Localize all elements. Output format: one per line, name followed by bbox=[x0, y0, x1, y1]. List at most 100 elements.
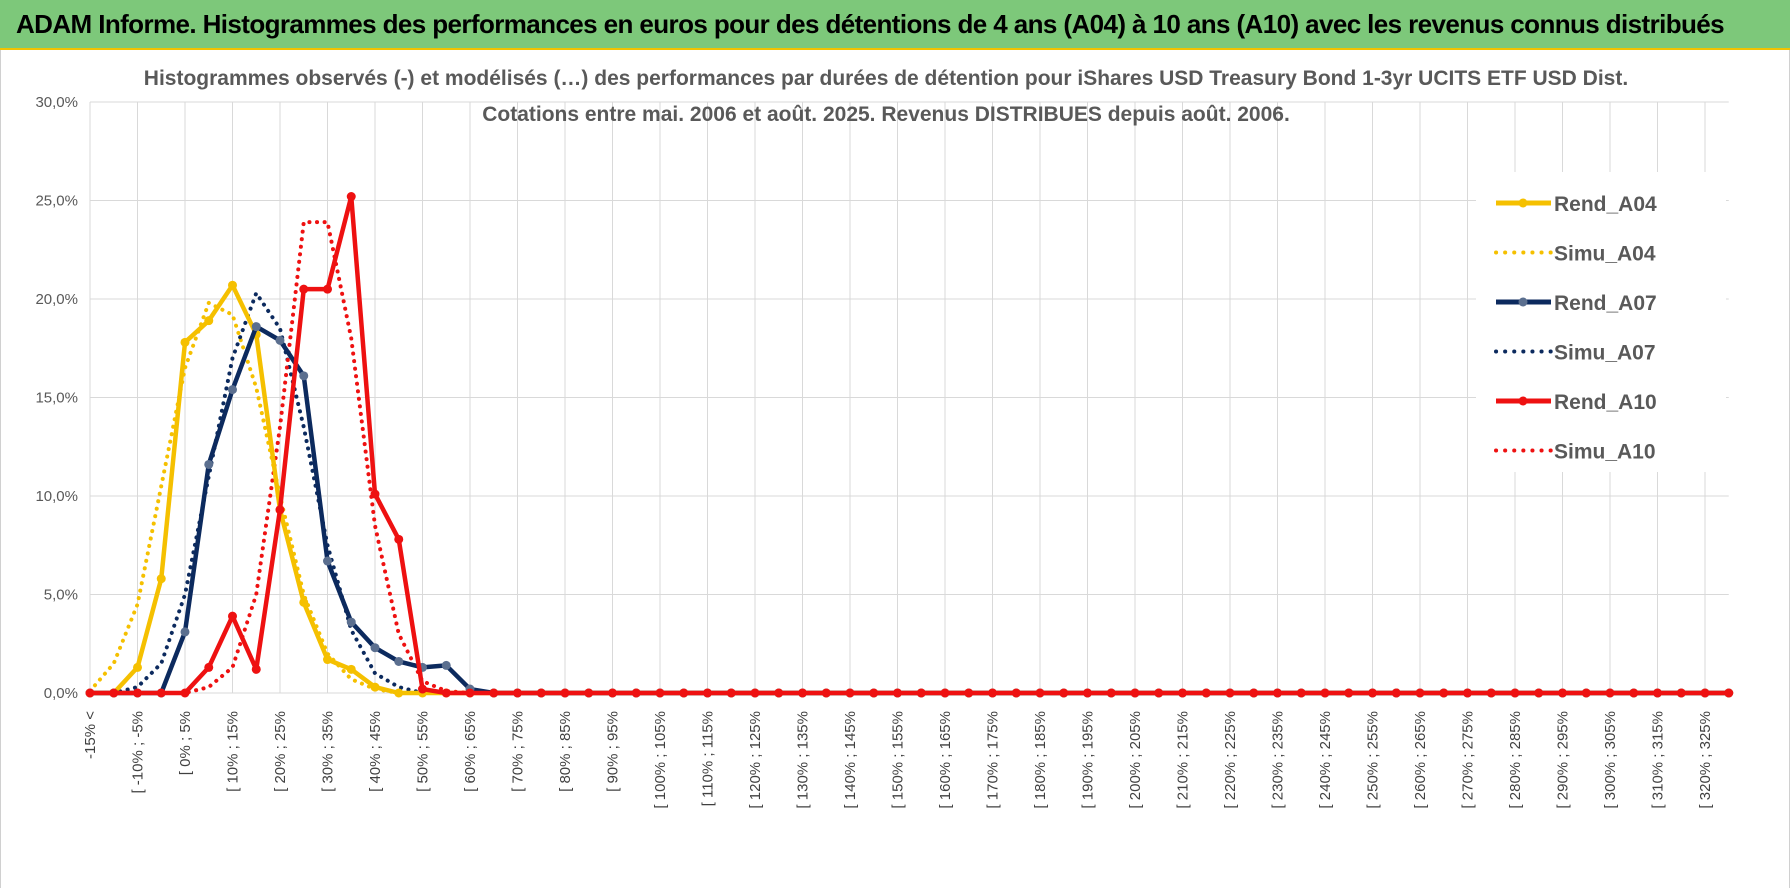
data-point-rend-a10 bbox=[916, 688, 926, 698]
x-tick-label: [ 20% ; 25% bbox=[272, 711, 289, 792]
legend-label-rend-a07: Rend_A07 bbox=[1554, 292, 1657, 315]
data-point-rend-a10 bbox=[204, 662, 214, 672]
x-tick-label: [ 260% ; 265% bbox=[1412, 711, 1429, 809]
data-point-rend-a10 bbox=[441, 688, 451, 698]
data-point-rend-a10 bbox=[679, 688, 689, 698]
data-point-rend-a10 bbox=[1344, 688, 1354, 698]
data-point-rend-a10 bbox=[584, 688, 594, 698]
chart-title-line-1: Histogrammes observés (-) et modélisés (… bbox=[144, 67, 1628, 90]
data-point-rend-a10 bbox=[940, 688, 950, 698]
x-tick-label: [ 290% ; 295% bbox=[1555, 711, 1572, 809]
y-tick-label: 5,0% bbox=[44, 587, 78, 604]
data-point-rend-a07 bbox=[346, 617, 356, 627]
data-point-rend-a10 bbox=[156, 688, 166, 698]
x-tick-label: [ 70% ; 75% bbox=[510, 711, 527, 792]
data-point-rend-a10 bbox=[1201, 688, 1211, 698]
data-point-rend-a10 bbox=[1605, 688, 1615, 698]
x-tick-label: [ 220% ; 225% bbox=[1222, 711, 1239, 809]
data-point-rend-a10 bbox=[180, 688, 190, 698]
y-tick-label: 15,0% bbox=[35, 390, 78, 407]
x-tick-label: [ 30% ; 35% bbox=[320, 711, 337, 792]
x-tick-label: [ -10% ; -5% bbox=[130, 711, 147, 794]
data-point-rend-a10 bbox=[1225, 688, 1235, 698]
chart-title-line-2: Cotations entre mai. 2006 et août. 2025.… bbox=[482, 103, 1290, 126]
legend-label-rend-a10: Rend_A10 bbox=[1554, 391, 1657, 414]
x-tick-label: [ 100% ; 105% bbox=[652, 711, 669, 809]
data-point-rend-a07 bbox=[323, 556, 332, 566]
data-point-rend-a04 bbox=[299, 597, 309, 607]
x-tick-label: [ 0% ; 5% bbox=[177, 711, 194, 775]
data-point-rend-a10 bbox=[893, 688, 902, 698]
data-point-rend-a10 bbox=[1581, 688, 1591, 698]
x-tick-label: [ 320% ; 325% bbox=[1697, 711, 1714, 809]
data-point-rend-a10 bbox=[1154, 688, 1164, 698]
data-point-rend-a10 bbox=[1724, 688, 1734, 698]
data-point-rend-a07 bbox=[180, 627, 190, 637]
y-tick-label: 30,0% bbox=[35, 94, 78, 111]
data-point-rend-a10 bbox=[536, 688, 546, 698]
data-point-rend-a10 bbox=[299, 284, 309, 294]
data-point-rend-a10 bbox=[750, 688, 760, 698]
data-point-rend-a04 bbox=[204, 316, 214, 326]
data-point-rend-a04 bbox=[133, 662, 142, 672]
data-point-rend-a04 bbox=[370, 682, 380, 692]
data-point-rend-a10 bbox=[1629, 688, 1639, 698]
x-tick-label: [ 160% ; 165% bbox=[937, 711, 954, 809]
gridlines bbox=[89, 101, 1729, 694]
data-point-rend-a07 bbox=[251, 322, 261, 332]
data-point-rend-a10 bbox=[1486, 688, 1496, 698]
x-tick-label: [ 40% ; 45% bbox=[367, 711, 384, 792]
data-point-rend-a10 bbox=[1700, 688, 1710, 698]
data-point-rend-a10 bbox=[1534, 688, 1544, 698]
y-tick-label: 0,0% bbox=[44, 685, 78, 702]
y-tick-label: 20,0% bbox=[35, 291, 78, 308]
data-point-rend-a10 bbox=[1463, 688, 1472, 698]
y-tick-label: 25,0% bbox=[35, 193, 78, 210]
x-tick-label: [ 50% ; 55% bbox=[415, 711, 432, 792]
x-tick-label: [ 120% ; 125% bbox=[747, 711, 764, 809]
data-point-rend-a04 bbox=[323, 655, 332, 665]
x-tick-label: [ 170% ; 175% bbox=[985, 711, 1002, 809]
x-tick-label: [ 280% ; 285% bbox=[1507, 711, 1524, 809]
data-point-rend-a10 bbox=[726, 688, 736, 698]
x-tick-label: [ 180% ; 185% bbox=[1032, 711, 1049, 809]
data-point-rend-a07 bbox=[228, 385, 237, 395]
x-tick-label: [ 10% ; 15% bbox=[225, 711, 242, 792]
data-point-rend-a10 bbox=[1011, 688, 1021, 698]
data-point-rend-a10 bbox=[655, 688, 665, 698]
x-tick-label: [ 60% ; 65% bbox=[462, 711, 479, 792]
data-point-rend-a10 bbox=[275, 505, 285, 515]
data-point-rend-a10 bbox=[631, 688, 641, 698]
data-point-rend-a07 bbox=[441, 660, 451, 670]
data-point-rend-a10 bbox=[1320, 688, 1330, 698]
data-point-rend-a10 bbox=[1653, 688, 1662, 698]
data-point-rend-a10 bbox=[798, 688, 807, 698]
x-tick-label: [ 240% ; 245% bbox=[1317, 711, 1334, 809]
y-axis-ticks: 0,0% 5,0% 10,0% 15,0% 20,0% 25,0% 30,0% bbox=[35, 94, 78, 702]
x-tick-label: [ 310% ; 315% bbox=[1650, 711, 1667, 809]
data-point-rend-a10 bbox=[1439, 688, 1449, 698]
report-title: ADAM Informe. Histogrammes des performan… bbox=[16, 9, 1725, 39]
x-tick-label: [ 140% ; 145% bbox=[842, 711, 859, 809]
data-point-rend-a10 bbox=[133, 688, 142, 698]
data-point-rend-a10 bbox=[964, 688, 974, 698]
data-point-rend-a10 bbox=[1368, 688, 1377, 698]
x-tick-label: [ 230% ; 235% bbox=[1270, 711, 1287, 809]
data-point-rend-a10 bbox=[1249, 688, 1259, 698]
x-tick-label: [ 90% ; 95% bbox=[605, 711, 622, 792]
data-point-rend-a10 bbox=[1296, 688, 1306, 698]
legend-label-simu-a10: Simu_A10 bbox=[1554, 441, 1656, 464]
data-point-rend-a10 bbox=[370, 489, 380, 499]
data-point-rend-a10 bbox=[1415, 688, 1425, 698]
data-point-rend-a10 bbox=[394, 534, 404, 544]
x-tick-label: [ 110% ; 115% bbox=[700, 711, 717, 806]
data-point-rend-a07 bbox=[204, 459, 214, 469]
series-line-rend-a10 bbox=[90, 194, 1729, 696]
data-point-rend-a10 bbox=[1035, 688, 1045, 698]
legend-label-simu-a04: Simu_A04 bbox=[1554, 243, 1656, 266]
data-point-rend-a10 bbox=[109, 688, 119, 698]
x-tick-label: [ 190% ; 195% bbox=[1080, 711, 1097, 809]
data-point-rend-a04 bbox=[394, 688, 404, 698]
performance-histogram-chart: 0,0% 5,0% 10,0% 15,0% 20,0% 25,0% 30,0% -15% <… bbox=[35, 67, 1734, 809]
x-tick-label: [ 210% ; 215% bbox=[1175, 711, 1192, 809]
